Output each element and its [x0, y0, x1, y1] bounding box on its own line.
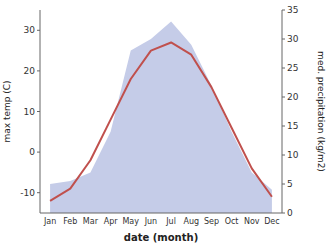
y2-tick: [282, 126, 285, 127]
y-tick: [37, 152, 40, 153]
y-axis-title: max temp (C): [2, 80, 12, 142]
y2-tick-label: 15: [287, 121, 298, 131]
x-tick-label: Apr: [104, 217, 119, 226]
x-tick-label: Dec: [264, 217, 279, 226]
y2-axis-line: [282, 10, 283, 213]
y-tick-label: 20: [24, 66, 36, 76]
x-tick-label: Sep: [204, 217, 219, 226]
y-tick: [37, 192, 40, 193]
x-tick-label: Aug: [183, 217, 199, 226]
marks: [50, 22, 272, 213]
y2-tick: [282, 184, 285, 185]
y-tick-label: 10: [24, 107, 36, 117]
y2-tick-label: 0: [287, 208, 293, 218]
x-tick-label: May: [122, 217, 139, 226]
y2-tick: [282, 97, 285, 98]
x-axis-title: date (month): [124, 232, 198, 243]
y2-tick: [282, 68, 285, 69]
y-tick-label: 30: [24, 25, 36, 35]
y-tick: [37, 70, 40, 71]
chart: -10 0 10 20 30 0 5 10 15 20 25 30 35 Jan Feb Mar AprMay J…: [0, 0, 326, 247]
x-tick-label: Oct: [225, 217, 239, 226]
x-tick-label: Nov: [244, 217, 260, 226]
x-tick-label: Mar: [83, 217, 99, 226]
x-axis-line: [40, 213, 282, 214]
y2-tick-label: 30: [287, 34, 299, 44]
y2-tick-label: 5: [287, 179, 293, 189]
y2-tick-label: 20: [287, 92, 299, 102]
temp-line: [50, 42, 272, 200]
y2-tick-label: 25: [287, 63, 298, 73]
y2-axis-title: med. precipitation (kg/m2): [316, 51, 326, 172]
x-tick-label: Jul: [165, 217, 176, 226]
y-tick-label: -10: [20, 188, 35, 198]
y2-tick-label: 10: [287, 150, 299, 160]
x-tick-label: Jan: [43, 217, 56, 226]
y2-tick: [282, 10, 285, 11]
y2-tick: [282, 39, 285, 40]
x-tick-label: Feb: [63, 217, 77, 226]
y2-tick: [282, 213, 285, 214]
x-tick-label: Jun: [144, 217, 158, 226]
y2-tick: [282, 155, 285, 156]
y2-tick-label: 35: [287, 5, 298, 15]
y-tick: [37, 30, 40, 31]
y-tick: [37, 111, 40, 112]
y-tick-label: 0: [29, 147, 35, 157]
precip-area: [50, 22, 272, 213]
